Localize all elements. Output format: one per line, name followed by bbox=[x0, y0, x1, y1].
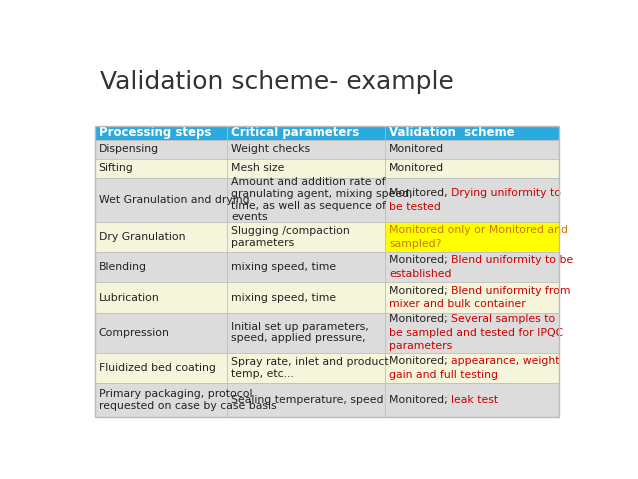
Text: Weight checks: Weight checks bbox=[231, 145, 310, 154]
Text: Blend uniformity from: Blend uniformity from bbox=[451, 286, 571, 296]
Text: gain and full testing: gain and full testing bbox=[389, 369, 498, 379]
Text: Initial set up parameters,
speed, applied pressure,: Initial set up parameters, speed, applie… bbox=[231, 322, 369, 343]
Text: Sealing temperature, speed: Sealing temperature, speed bbox=[231, 395, 383, 405]
Text: be sampled and tested for IPQC: be sampled and tested for IPQC bbox=[389, 328, 563, 338]
Text: Monitored;: Monitored; bbox=[389, 356, 451, 366]
Bar bbox=[94, 282, 227, 313]
Text: mixing speed, time: mixing speed, time bbox=[231, 262, 336, 272]
Text: Validation  scheme: Validation scheme bbox=[389, 126, 515, 139]
Text: be tested: be tested bbox=[389, 202, 441, 212]
Text: Monitored;: Monitored; bbox=[389, 314, 451, 324]
Bar bbox=[385, 222, 560, 252]
Bar bbox=[227, 383, 385, 417]
Text: Dry Granulation: Dry Granulation bbox=[98, 232, 185, 242]
Text: mixing speed, time: mixing speed, time bbox=[231, 293, 336, 303]
Bar bbox=[227, 178, 385, 222]
Bar bbox=[94, 159, 227, 178]
Bar bbox=[227, 140, 385, 159]
Text: Blend uniformity to be: Blend uniformity to be bbox=[451, 255, 574, 265]
Text: Critical parameters: Critical parameters bbox=[231, 126, 359, 139]
Bar bbox=[385, 125, 560, 140]
Bar bbox=[385, 140, 560, 159]
Text: Monitored,: Monitored, bbox=[389, 188, 451, 198]
Text: sampled?: sampled? bbox=[389, 239, 441, 249]
Text: Sifting: Sifting bbox=[98, 163, 133, 173]
Bar bbox=[94, 353, 227, 383]
Text: Compression: Compression bbox=[98, 328, 170, 338]
Bar bbox=[227, 159, 385, 178]
Bar bbox=[385, 353, 560, 383]
Text: mixer and bulk container: mixer and bulk container bbox=[389, 299, 526, 309]
Text: Amount and addition rate of
granulating agent, mixing speed,
time, as well as se: Amount and addition rate of granulating … bbox=[231, 177, 413, 222]
Text: parameters: parameters bbox=[389, 341, 452, 351]
Text: Blending: Blending bbox=[98, 262, 147, 272]
Text: Monitored: Monitored bbox=[389, 163, 444, 173]
Bar bbox=[385, 282, 560, 313]
Text: Fluidized bed coating: Fluidized bed coating bbox=[98, 363, 216, 373]
Text: appearance, weight: appearance, weight bbox=[451, 356, 560, 366]
Bar bbox=[94, 383, 227, 417]
Bar bbox=[385, 159, 560, 178]
Bar bbox=[94, 125, 560, 417]
Text: Spray rate, inlet and product
temp, etc...: Spray rate, inlet and product temp, etc.… bbox=[231, 357, 389, 378]
Bar bbox=[227, 282, 385, 313]
Bar bbox=[227, 222, 385, 252]
Text: Processing steps: Processing steps bbox=[98, 126, 211, 139]
Bar bbox=[227, 313, 385, 353]
Bar bbox=[385, 313, 560, 353]
Text: established: established bbox=[389, 269, 452, 279]
Text: Validation scheme- example: Validation scheme- example bbox=[100, 70, 454, 94]
Text: Mesh size: Mesh size bbox=[231, 163, 285, 173]
Text: Monitored;: Monitored; bbox=[389, 255, 451, 265]
Text: Monitored;: Monitored; bbox=[389, 286, 451, 296]
Bar bbox=[227, 125, 385, 140]
Bar bbox=[385, 178, 560, 222]
FancyBboxPatch shape bbox=[75, 54, 579, 430]
Text: Primary packaging, protocol
requested on case by case basis: Primary packaging, protocol requested on… bbox=[98, 389, 276, 411]
Bar bbox=[94, 313, 227, 353]
Bar bbox=[94, 222, 227, 252]
Bar bbox=[385, 383, 560, 417]
Bar bbox=[227, 353, 385, 383]
Text: Lubrication: Lubrication bbox=[98, 293, 160, 303]
Text: Several samples to: Several samples to bbox=[451, 314, 556, 324]
Text: Dispensing: Dispensing bbox=[98, 145, 159, 154]
Text: Monitored;: Monitored; bbox=[389, 395, 451, 405]
Text: Monitored only or Monitored and: Monitored only or Monitored and bbox=[389, 225, 568, 235]
Text: leak test: leak test bbox=[451, 395, 498, 405]
Text: Wet Granulation and drying: Wet Granulation and drying bbox=[98, 195, 249, 205]
Text: Drying uniformity to: Drying uniformity to bbox=[451, 188, 561, 198]
Bar bbox=[385, 252, 560, 282]
Bar bbox=[227, 252, 385, 282]
Text: Monitored: Monitored bbox=[389, 145, 444, 154]
Text: Slugging /compaction
parameters: Slugging /compaction parameters bbox=[231, 226, 350, 248]
Bar bbox=[94, 140, 227, 159]
Bar bbox=[94, 178, 227, 222]
Bar bbox=[94, 252, 227, 282]
Bar bbox=[94, 125, 227, 140]
